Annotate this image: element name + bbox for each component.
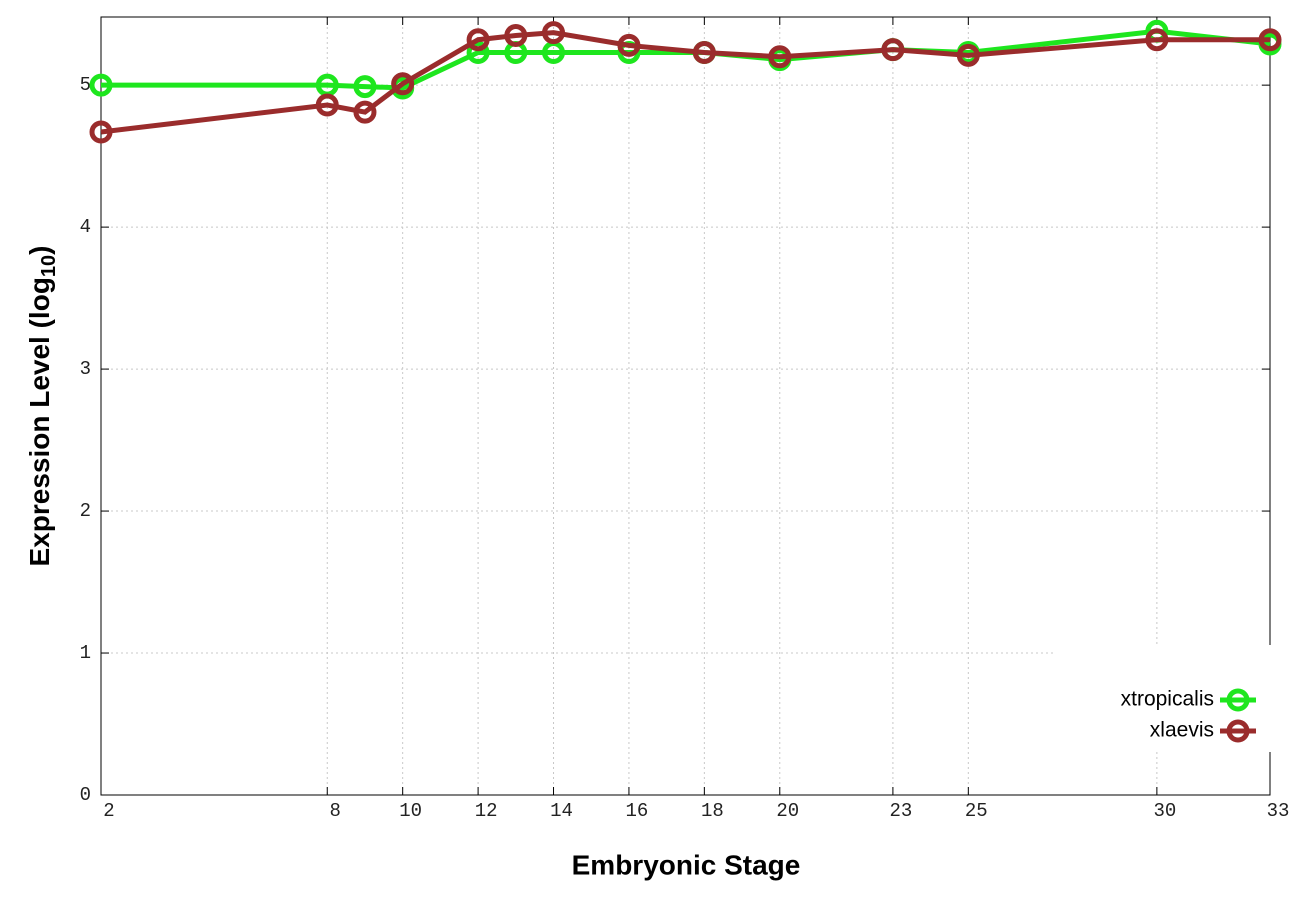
point <box>89 73 113 97</box>
point <box>391 72 415 96</box>
x-tick-label: 23 <box>889 800 912 822</box>
point <box>466 40 490 64</box>
y-tick-label: 5 <box>80 74 91 96</box>
point <box>1258 28 1282 52</box>
x-axis-title: Embryonic Stage <box>572 849 801 880</box>
y-tick-label: 1 <box>80 642 91 664</box>
x-tick-label: 33 <box>1267 800 1290 822</box>
y-tick-label: 4 <box>80 216 91 238</box>
point <box>353 100 377 124</box>
point <box>315 93 339 117</box>
point <box>353 75 377 99</box>
x-tick-label: 20 <box>776 800 799 822</box>
point <box>1145 28 1169 52</box>
x-tick-label: 18 <box>701 800 724 822</box>
point <box>692 40 716 64</box>
legend-label: xlaevis <box>1150 719 1214 742</box>
x-tick-label: 2 <box>103 800 114 822</box>
x-tick-label: 16 <box>626 800 649 822</box>
x-tick-label: 12 <box>475 800 498 822</box>
point <box>542 21 566 45</box>
legend-marker <box>1226 719 1250 743</box>
series-line <box>100 30 1270 135</box>
y-tick-label: 2 <box>80 500 91 522</box>
x-tick-label: 8 <box>330 800 341 822</box>
x-tick-label: 25 <box>965 800 988 822</box>
y-axis-title: Expression Level (log10) <box>24 246 60 567</box>
point <box>89 120 113 144</box>
x-tick-label: 14 <box>550 800 573 822</box>
x-tick-label: 30 <box>1153 800 1176 822</box>
legend-marker <box>1226 688 1250 712</box>
y-axis-title-end: ) <box>24 246 55 255</box>
point <box>881 38 905 62</box>
point <box>504 23 528 47</box>
point <box>617 33 641 57</box>
y-tick-label: 0 <box>80 784 91 806</box>
y-axis-title-sub: 10 <box>38 255 60 277</box>
series-line <box>101 28 1271 91</box>
point <box>768 45 792 69</box>
plot-frame <box>100 16 1271 796</box>
legend-label: xtropicalis <box>1121 688 1214 711</box>
y-axis-title-main: Expression Level (log <box>24 277 55 566</box>
point <box>466 28 490 52</box>
x-tick-label: 10 <box>399 800 422 822</box>
point <box>956 43 980 67</box>
y-tick-label: 3 <box>80 358 91 380</box>
